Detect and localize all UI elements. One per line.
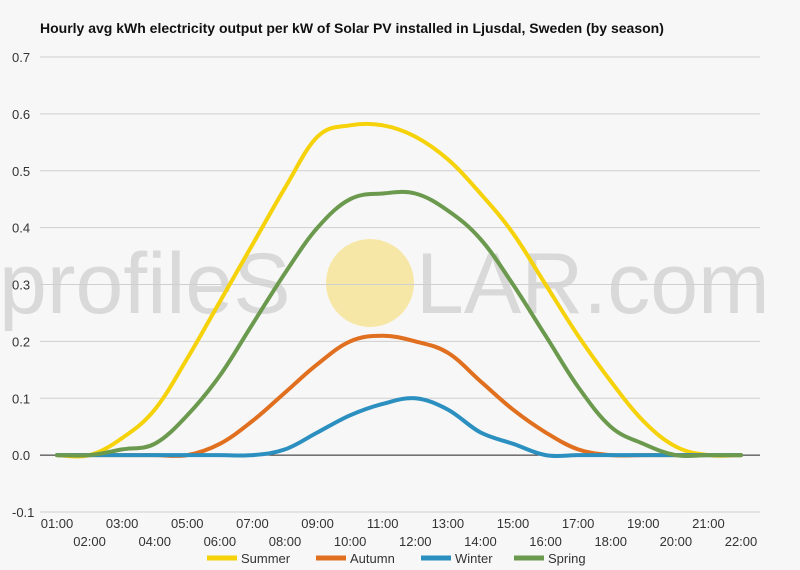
x-tick-label: 08:00	[269, 534, 302, 549]
y-tick-label: 0.5	[12, 164, 30, 179]
series-autumn	[55, 333, 743, 459]
legend-item-winter[interactable]: Winter	[421, 551, 493, 566]
series-line-winter	[55, 396, 743, 459]
x-tick-label: 16:00	[529, 534, 562, 549]
x-tick-label: 17:00	[562, 516, 595, 531]
series-summer	[55, 121, 743, 459]
grid	[40, 56, 760, 513]
y-tick-label: 0.3	[12, 278, 30, 293]
x-tick-label: 11:00	[367, 516, 399, 531]
legend-item-summer[interactable]: Summer	[207, 551, 291, 566]
series-spring	[55, 189, 743, 459]
x-tick-label: 06:00	[204, 534, 237, 549]
legend-item-spring[interactable]: Spring	[514, 551, 586, 566]
y-tick-label: 0.0	[12, 448, 30, 463]
x-tick-label: 10:00	[334, 534, 367, 549]
y-tick-label: 0.4	[12, 221, 30, 236]
watermark-sun-icon	[326, 239, 414, 327]
y-tick-label: 0.6	[12, 107, 30, 122]
x-tick-label: 12:00	[399, 534, 432, 549]
x-tick-label: 15:00	[497, 516, 530, 531]
series-winter	[55, 396, 743, 459]
x-tick-label: 04:00	[138, 534, 171, 549]
y-axis: -0.1 0.0 0.1 0.2 0.3 0.4 0.5 0.6 0.7	[12, 50, 34, 520]
x-tick-label: 09:00	[301, 516, 334, 531]
series-line-summer	[55, 121, 743, 459]
x-tick-label: 13:00	[432, 516, 465, 531]
legend-label: Autumn	[350, 551, 395, 566]
x-tick-label: 21:00	[692, 516, 725, 531]
x-tick-label: 05:00	[171, 516, 204, 531]
chart-title: Hourly avg kWh electricity output per kW…	[40, 20, 664, 36]
legend-item-autumn[interactable]: Autumn	[316, 551, 395, 566]
series-group	[55, 121, 743, 459]
y-tick-label: 0.1	[12, 391, 30, 406]
x-tick-label: 19:00	[627, 516, 660, 531]
legend: Summer Autumn Winter Spring	[207, 551, 586, 566]
x-tick-label: 18:00	[594, 534, 627, 549]
x-tick-label: 20:00	[660, 534, 693, 549]
x-tick-label: 14:00	[464, 534, 497, 549]
y-tick-label: 0.7	[12, 50, 30, 65]
legend-label: Winter	[455, 551, 493, 566]
legend-label: Summer	[241, 551, 291, 566]
series-line-spring	[55, 189, 743, 459]
y-tick-label: -0.1	[12, 505, 34, 520]
x-tick-label: 02:00	[73, 534, 106, 549]
y-tick-label: 0.2	[12, 334, 30, 349]
x-tick-label: 22:00	[725, 534, 758, 549]
x-tick-label: 01:00	[41, 516, 74, 531]
series-line-autumn	[55, 333, 743, 459]
x-tick-label: 03:00	[106, 516, 139, 531]
x-tick-label: 07:00	[236, 516, 269, 531]
legend-label: Spring	[548, 551, 586, 566]
